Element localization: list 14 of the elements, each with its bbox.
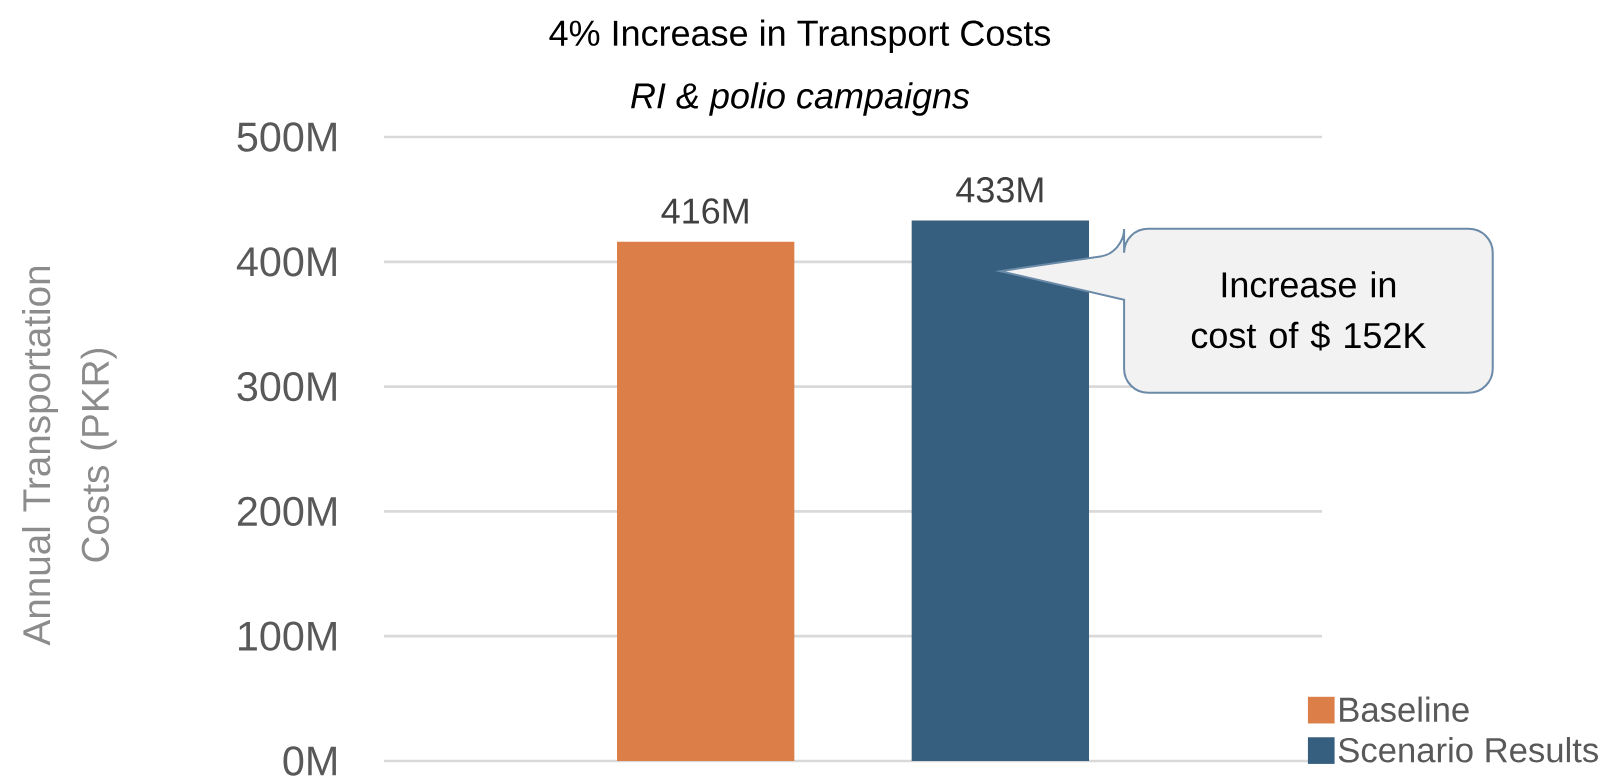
- chart-subtitle: RI & polio campaigns: [631, 82, 970, 116]
- legend-label: Scenario Results: [1338, 737, 1598, 763]
- annotation: Increase in cost of $ 152K: [1191, 271, 1427, 351]
- legend-label: Baseline: [1340, 696, 1469, 723]
- y-tick-label: 400M: [236, 247, 336, 277]
- y-tick-label: 100M: [239, 621, 336, 651]
- y-tick-label: 500M: [237, 122, 336, 152]
- y-tick-label: 200M: [237, 496, 336, 527]
- y-tick-label: 300M: [237, 371, 336, 402]
- chart-title: 4% Increase in Transport Costs: [549, 19, 1051, 54]
- y-tick-label: 0M: [283, 746, 336, 776]
- data-label: 433M: [956, 177, 1043, 203]
- y-axis-title: Annual Transportation Costs (PKR): [21, 266, 117, 646]
- data-label: 416M: [661, 198, 748, 224]
